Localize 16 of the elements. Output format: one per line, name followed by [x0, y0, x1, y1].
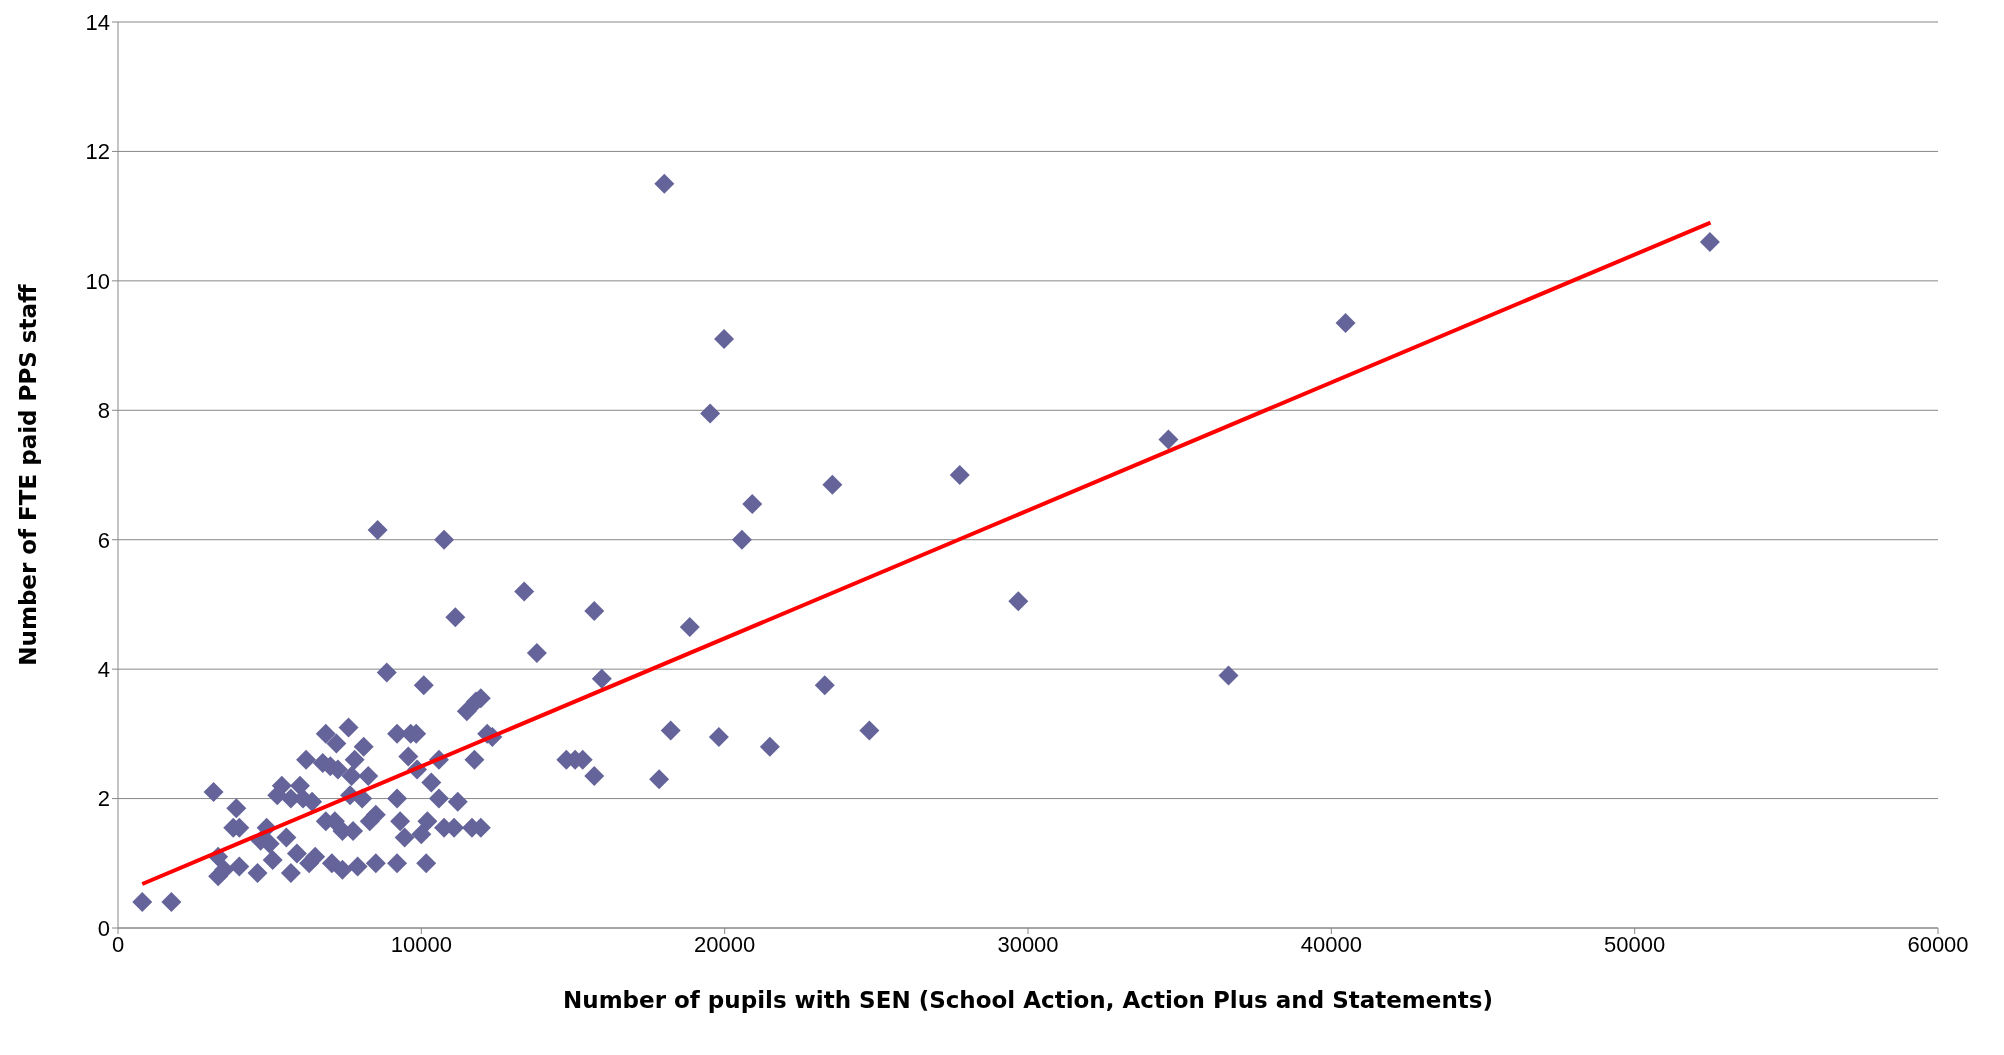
x-tick-label: 60000	[1907, 931, 1969, 957]
y-tick-label: 14	[85, 9, 110, 35]
y-tick-label: 0	[97, 915, 110, 941]
y-axis-title: Number of FTE paid PPS staff	[15, 283, 42, 666]
y-tick-label: 4	[97, 656, 110, 682]
y-tick-label: 10	[85, 268, 110, 294]
x-tick-label: 20000	[694, 931, 756, 957]
y-tick-label: 8	[97, 398, 110, 424]
y-tick-label: 12	[85, 139, 110, 165]
x-tick-label: 30000	[997, 931, 1059, 957]
y-tick-label: 2	[97, 786, 110, 812]
x-tick-label: 40000	[1300, 931, 1362, 957]
x-tick-label: 10000	[390, 931, 452, 957]
x-tick-label: 50000	[1604, 931, 1666, 957]
x-axis-title: Number of pupils with SEN (School Action, Action Plus and Statements)	[563, 987, 1493, 1013]
y-tick-label: 6	[97, 527, 110, 553]
